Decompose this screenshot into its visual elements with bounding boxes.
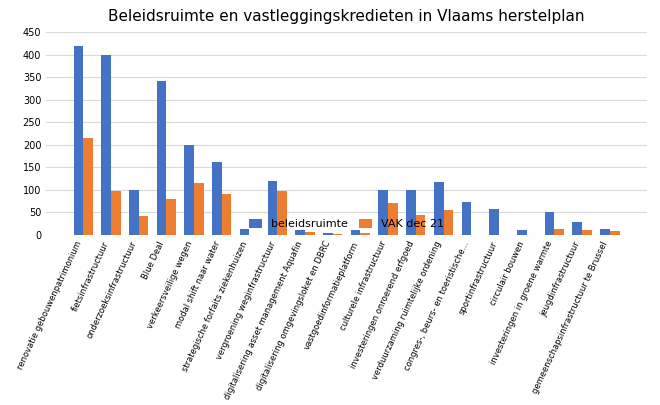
Bar (212, 162, 222, 235)
Bar (323, 233, 333, 235)
Bar (129, 190, 139, 235)
Bar (582, 230, 592, 235)
Bar (554, 230, 564, 235)
Bar (222, 194, 232, 235)
Bar (184, 145, 194, 235)
Bar (267, 181, 277, 235)
Legend: beleidsruimte, VAK dec 21: beleidsruimte, VAK dec 21 (244, 214, 449, 233)
Bar (360, 232, 370, 235)
Bar (139, 216, 148, 235)
Bar (378, 190, 388, 235)
Bar (517, 230, 527, 235)
Bar (600, 230, 610, 235)
Bar (333, 234, 343, 235)
Bar (610, 231, 620, 235)
Bar (388, 203, 398, 235)
Bar (544, 212, 554, 235)
Bar (572, 222, 582, 235)
Bar (83, 138, 93, 235)
Bar (489, 209, 499, 235)
Bar (194, 183, 204, 235)
Bar (277, 191, 287, 235)
Bar (73, 46, 83, 235)
Bar (350, 230, 360, 235)
Bar (461, 202, 471, 235)
Bar (101, 55, 111, 235)
Title: Beleidsruimte en vastleggingskredieten in Vlaams herstelplan: Beleidsruimte en vastleggingskredieten i… (108, 9, 585, 24)
Bar (166, 199, 176, 235)
Bar (295, 230, 305, 235)
Bar (305, 232, 315, 235)
Bar (240, 230, 249, 235)
Bar (111, 191, 121, 235)
Bar (406, 190, 416, 235)
Bar (434, 182, 444, 235)
Bar (416, 215, 426, 235)
Bar (156, 81, 166, 235)
Bar (444, 210, 453, 235)
